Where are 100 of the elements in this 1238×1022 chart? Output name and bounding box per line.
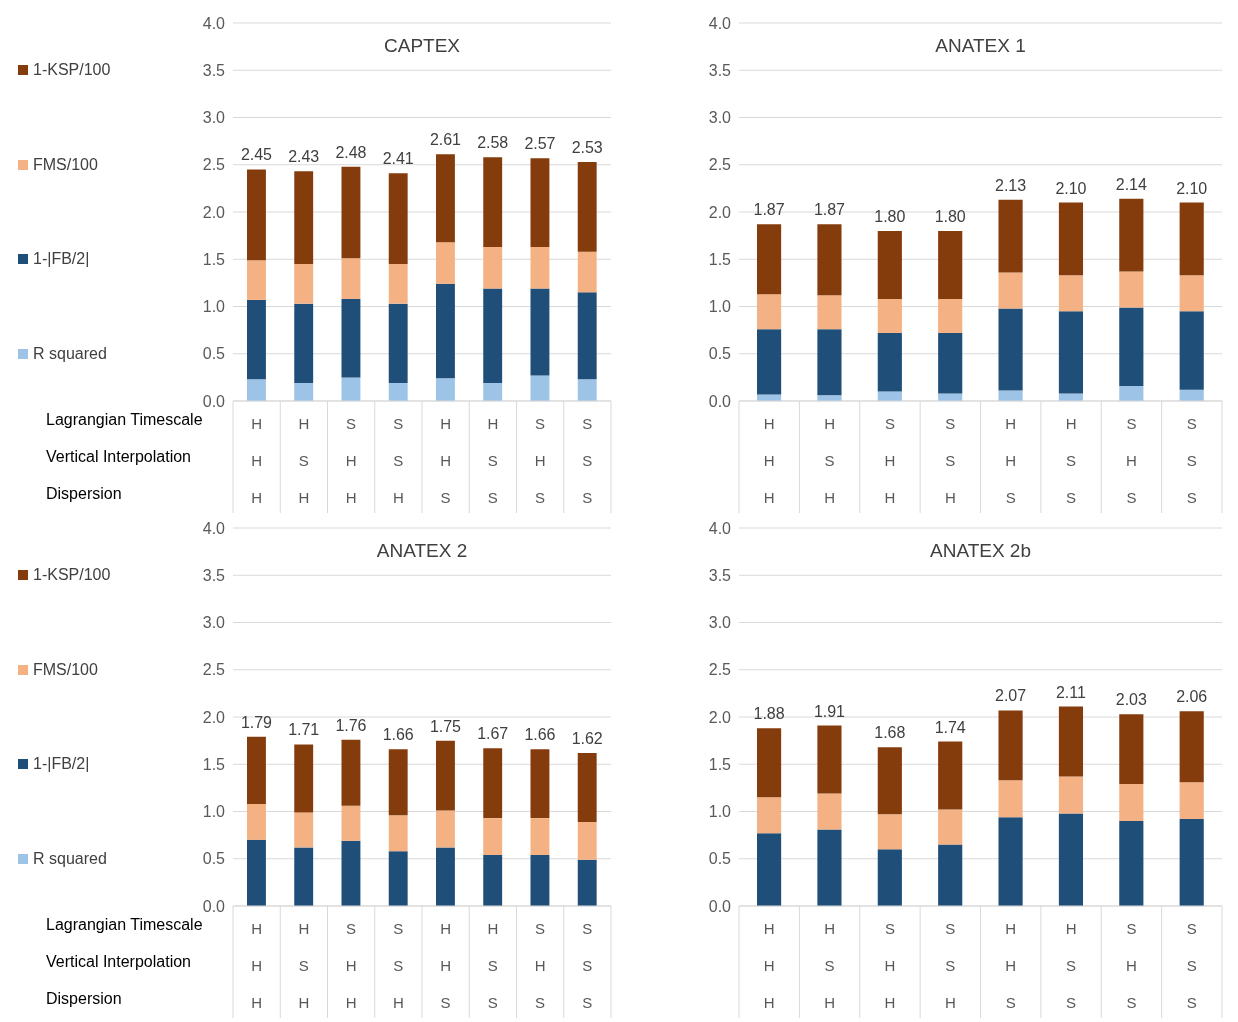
bar <box>998 199 1023 273</box>
y-tick-label: 3.0 <box>202 109 226 127</box>
bar <box>938 230 963 299</box>
bar <box>436 154 455 243</box>
text: Lagrangian Timescale Vertical Interpolation Dispersion <box>46 916 203 1007</box>
bar <box>247 379 266 401</box>
y-tick-label: 1.5 <box>202 755 226 773</box>
y-tick-label: 2.0 <box>202 708 226 726</box>
total-label: 1.67 <box>477 725 509 743</box>
bar <box>247 736 266 804</box>
bar <box>998 817 1023 906</box>
bar <box>388 383 408 401</box>
y-tick-label: 4.0 <box>202 519 226 537</box>
bar <box>1179 782 1204 820</box>
total-label: 1.75 <box>429 717 462 735</box>
category-label: S H H <box>345 920 357 1011</box>
y-tick-label: 0.5 <box>202 850 226 868</box>
bar <box>247 260 266 300</box>
bar <box>1179 711 1204 783</box>
bar <box>341 805 361 841</box>
bar <box>1119 198 1144 272</box>
bar <box>1058 393 1084 401</box>
category-label: S S H <box>392 920 404 1011</box>
bar <box>757 224 782 295</box>
total-label: 1.88 <box>753 705 785 723</box>
bar <box>757 797 782 834</box>
category-label: H S H <box>298 920 310 1011</box>
y-tick-label: 1.0 <box>202 803 226 821</box>
total-label: 1.68 <box>874 724 906 742</box>
bar <box>530 158 550 247</box>
y-tick-label: 2.5 <box>202 661 226 679</box>
total-label: 2.06 <box>1176 688 1208 706</box>
bar <box>1119 784 1144 821</box>
bar <box>294 383 314 401</box>
bar <box>938 298 963 333</box>
total-label: 2.11 <box>1055 683 1087 701</box>
legend-label: 1-|FB/2| <box>33 755 90 774</box>
bar <box>757 833 782 906</box>
bar <box>817 829 842 906</box>
category-label: H S H <box>298 415 310 506</box>
bar <box>1119 820 1144 906</box>
bar <box>1119 271 1144 308</box>
bar <box>877 298 902 333</box>
bar <box>388 749 408 816</box>
y-tick-label: 3.0 <box>708 614 732 632</box>
category-label: S H S <box>1126 920 1137 1011</box>
bar <box>877 230 902 299</box>
bar <box>938 844 963 906</box>
total-label: 2.61 <box>429 131 462 149</box>
bar <box>530 375 550 401</box>
category-label: H H S <box>440 415 452 506</box>
bar <box>294 263 314 304</box>
bar <box>341 258 361 299</box>
category-label: S S S <box>1186 920 1197 1011</box>
bar <box>1119 714 1144 785</box>
category-label: H H H <box>763 920 775 1011</box>
y-tick-label: 3.0 <box>708 109 732 127</box>
y-tick-label: 0.5 <box>708 345 732 363</box>
legend-label: R squared <box>33 344 107 363</box>
bar <box>877 332 902 392</box>
legend-label: 1-KSP/100 <box>33 61 111 80</box>
category-label: S H H <box>884 920 896 1011</box>
bar <box>938 741 963 810</box>
legend-label: 1-|FB/2| <box>33 250 90 269</box>
bar <box>877 849 902 906</box>
y-tick-label: 2.0 <box>708 203 732 221</box>
bar <box>577 821 597 860</box>
bar <box>998 780 1023 818</box>
total-label: 2.58 <box>477 134 509 152</box>
bar <box>817 395 842 401</box>
bar <box>530 854 550 906</box>
bar <box>294 303 314 384</box>
bar <box>436 847 455 906</box>
total-label: 2.45 <box>240 146 273 164</box>
y-tick-label: 0.0 <box>202 897 226 915</box>
text: ANATEX 1 <box>934 35 1027 57</box>
total-label: 2.48 <box>335 143 367 161</box>
bar <box>817 793 842 830</box>
legend-label: FMS/100 <box>33 660 98 679</box>
bar <box>938 809 963 845</box>
bar <box>388 303 408 384</box>
category-label: S S S <box>582 415 593 506</box>
bar <box>530 288 550 376</box>
bar <box>294 812 314 848</box>
y-tick-label: 3.5 <box>202 61 226 79</box>
bar <box>817 295 842 330</box>
bar <box>1058 311 1084 394</box>
total-label: 1.76 <box>335 716 367 734</box>
y-tick-label: 0.5 <box>708 850 732 868</box>
bar <box>998 308 1023 391</box>
bar <box>483 157 503 247</box>
category-label: S S S <box>582 920 593 1011</box>
bar <box>998 710 1023 781</box>
bar <box>483 748 503 819</box>
y-tick-label: 1.0 <box>708 298 732 316</box>
category-label: H H S <box>1005 920 1017 1011</box>
bar <box>817 224 842 296</box>
total-label: 1.80 <box>934 207 966 225</box>
total-label: 2.13 <box>995 176 1027 194</box>
bar <box>388 173 408 264</box>
